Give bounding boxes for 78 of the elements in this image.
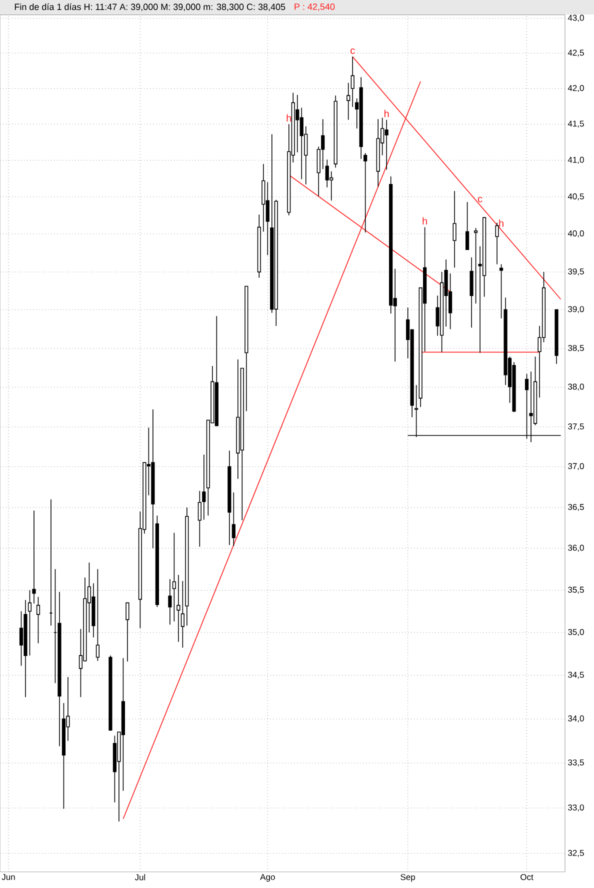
- candlestick: [452, 190, 456, 268]
- x-tick-label: Oct: [520, 874, 534, 880]
- y-tick-label: 42,5: [568, 50, 584, 57]
- y-tick-label: 41,5: [568, 120, 584, 128]
- annotation: h: [499, 219, 504, 227]
- y-tick-label: 34,5: [568, 672, 584, 679]
- candlestick: [376, 118, 380, 188]
- candlestick: [257, 214, 261, 278]
- y-tick-label: 37,5: [568, 423, 584, 430]
- candlestick: [384, 119, 388, 170]
- y-tick-label: 36,5: [568, 504, 584, 511]
- x-tick-label: Jul: [134, 874, 146, 880]
- candlestick: [58, 591, 62, 747]
- candlestick: [176, 574, 180, 642]
- candlestick: [495, 222, 499, 265]
- candlestick: [185, 507, 189, 626]
- candlestick: [325, 159, 329, 188]
- y-tick-label: 40,5: [568, 193, 584, 200]
- y-tick-label: 43,0: [568, 14, 584, 22]
- y-tick-label: 33,0: [568, 804, 584, 812]
- candlestick: [228, 450, 232, 546]
- y-tick-label: 36,0: [568, 544, 584, 552]
- chart-title: Fin de día 1 días H: 11:47 A: 39,000 M: 39,000 m: 38,300 C: 38,405: [14, 3, 286, 12]
- candlestick: [121, 658, 125, 792]
- candlestick: [266, 182, 270, 256]
- annotation: h: [384, 110, 389, 118]
- chart-subtitle: P : 42,540: [294, 4, 335, 11]
- y-tick-label: 38,0: [568, 384, 584, 391]
- y-tick-label: 39,5: [568, 268, 584, 276]
- candlestick: [300, 107, 304, 180]
- candlestick: [346, 82, 350, 120]
- x-tick-label: Ago: [260, 874, 275, 882]
- candlestick: [24, 600, 28, 698]
- candlestick: [198, 490, 202, 548]
- y-tick-label: 38,5: [568, 344, 584, 352]
- y-tick-label: 32,5: [568, 850, 584, 857]
- annotation: h: [286, 114, 292, 122]
- candlestick: [62, 702, 66, 810]
- candlestick: [504, 297, 508, 386]
- y-tick-label: 35,0: [568, 629, 584, 636]
- candlestick: [180, 580, 184, 648]
- y-tick-label: 40,0: [568, 230, 584, 238]
- x-tick-label: Sep: [400, 874, 416, 882]
- candlestick: [270, 134, 274, 314]
- candlestick: [236, 359, 240, 480]
- candlestick: [350, 56, 354, 108]
- candlestick: [172, 532, 176, 622]
- y-tick-label: 39,0: [568, 306, 584, 314]
- y-tick-label: 42,0: [568, 85, 584, 92]
- candlestick: [465, 202, 470, 250]
- candlestick: [151, 409, 155, 549]
- candlestick: [440, 272, 444, 353]
- candlestick: [359, 76, 363, 160]
- candlestick: [274, 199, 278, 326]
- y-tick-label: 34,0: [568, 715, 584, 722]
- candlestick: [262, 164, 266, 232]
- candlestick: [334, 95, 338, 168]
- candlestick: [529, 371, 533, 442]
- candlestick: [202, 454, 206, 520]
- y-tick-label: 33,5: [568, 759, 584, 766]
- candlestick: [92, 582, 96, 638]
- annotation: c: [478, 196, 482, 202]
- candlestick: [414, 384, 418, 438]
- annotation: c: [350, 48, 355, 54]
- candlestick: [32, 510, 36, 604]
- candlestick: [19, 610, 24, 666]
- annotation: h: [422, 217, 427, 225]
- candlestick: [321, 118, 325, 170]
- candlestick: [168, 578, 172, 625]
- y-tick-label: 37,0: [568, 463, 584, 470]
- candlestick: [512, 362, 516, 413]
- y-tick-label: 35,5: [568, 586, 584, 594]
- candlestick: [470, 256, 474, 328]
- x-tick-label: Jun: [2, 874, 15, 880]
- candlestick: [448, 273, 452, 330]
- candlestick: [28, 590, 32, 656]
- y-tick-label: 41,0: [568, 156, 584, 164]
- candlestick: [296, 94, 300, 153]
